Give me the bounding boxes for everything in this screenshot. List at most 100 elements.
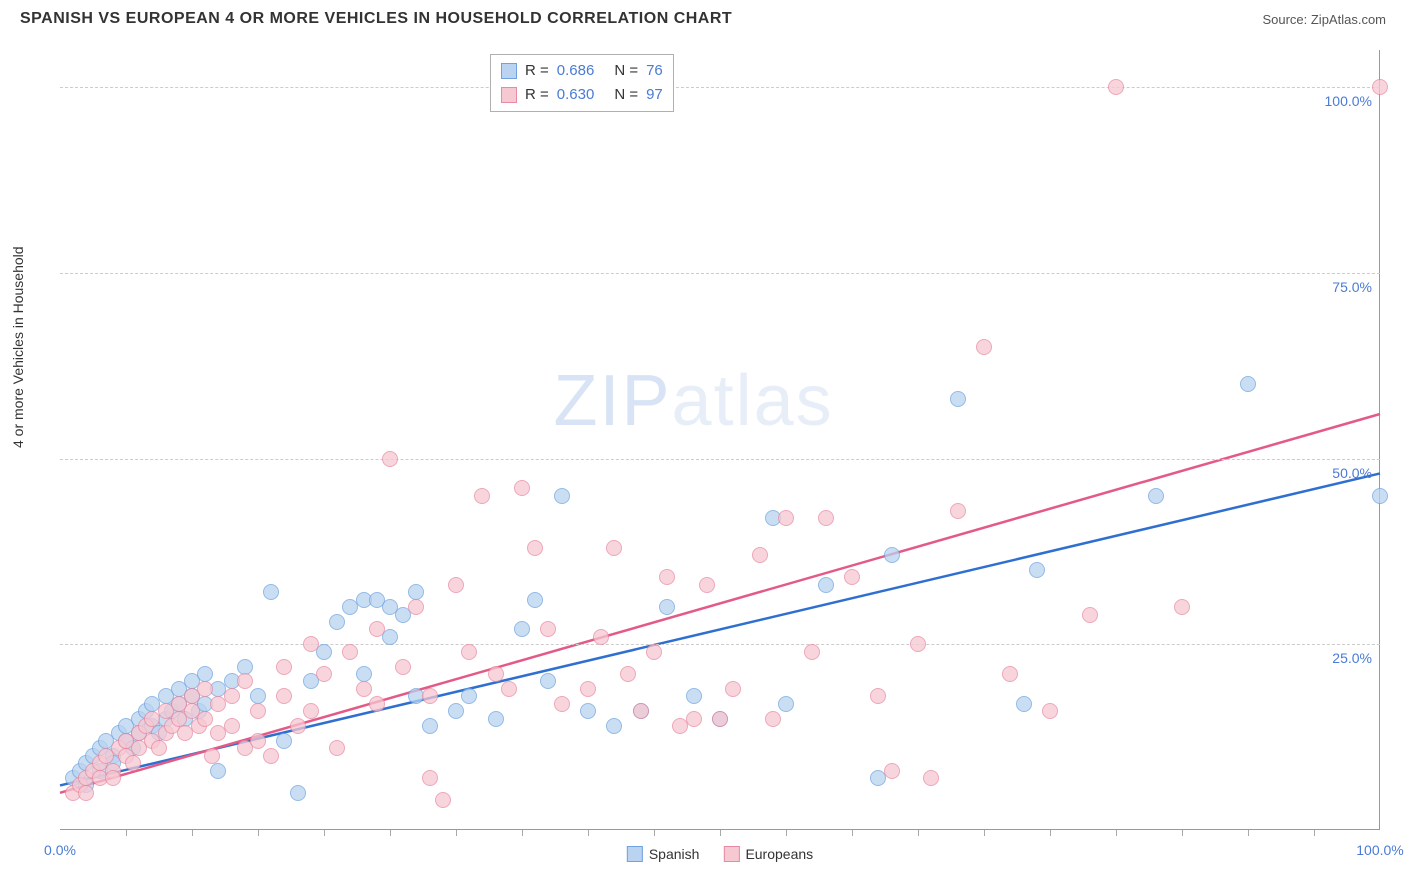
data-point: [844, 569, 860, 585]
stat-n-1: 76: [646, 59, 663, 83]
data-point: [356, 666, 372, 682]
data-point: [237, 659, 253, 675]
data-point: [342, 644, 358, 660]
legend-label-europeans: Europeans: [745, 846, 813, 862]
xtick-minor: [192, 830, 193, 836]
grid-line: [60, 644, 1380, 645]
xtick-label: 0.0%: [44, 842, 76, 858]
xtick-minor: [654, 830, 655, 836]
stat-label-r: R =: [525, 83, 549, 107]
stat-label-n: N =: [614, 59, 638, 83]
data-point: [950, 503, 966, 519]
swatch-europeans: [501, 87, 517, 103]
data-point: [752, 547, 768, 563]
data-point: [1082, 607, 1098, 623]
xtick-minor: [390, 830, 391, 836]
data-point: [78, 785, 94, 801]
data-point: [976, 339, 992, 355]
ytick-label: 75.0%: [1332, 279, 1372, 295]
data-point: [263, 748, 279, 764]
data-point: [659, 569, 675, 585]
data-point: [1016, 696, 1032, 712]
xtick-minor: [984, 830, 985, 836]
data-point: [514, 480, 530, 496]
grid-line: [60, 87, 1380, 88]
data-point: [1042, 703, 1058, 719]
data-point: [527, 592, 543, 608]
grid-line: [60, 273, 1380, 274]
data-point: [725, 681, 741, 697]
data-point: [276, 688, 292, 704]
data-point: [488, 711, 504, 727]
data-point: [778, 696, 794, 712]
xtick-minor: [1314, 830, 1315, 836]
chart-title: SPANISH VS EUROPEAN 4 OR MORE VEHICLES I…: [20, 10, 732, 28]
data-point: [395, 659, 411, 675]
legend-item-spanish: Spanish: [627, 846, 700, 862]
data-point: [422, 770, 438, 786]
data-point: [448, 703, 464, 719]
data-point: [884, 547, 900, 563]
xtick-minor: [1182, 830, 1183, 836]
data-point: [646, 644, 662, 660]
legend-swatch-spanish: [627, 846, 643, 862]
data-point: [593, 629, 609, 645]
plot-area: 25.0%50.0%75.0%100.0%0.0%100.0%: [60, 50, 1380, 830]
data-point: [633, 703, 649, 719]
data-point: [369, 696, 385, 712]
data-point: [712, 711, 728, 727]
data-point: [514, 621, 530, 637]
data-point: [408, 584, 424, 600]
data-point: [290, 785, 306, 801]
data-point: [580, 703, 596, 719]
data-point: [686, 711, 702, 727]
xtick-label: 100.0%: [1356, 842, 1403, 858]
data-point: [765, 711, 781, 727]
data-point: [250, 733, 266, 749]
data-point: [699, 577, 715, 593]
data-point: [276, 659, 292, 675]
data-point: [197, 711, 213, 727]
data-point: [501, 681, 517, 697]
data-point: [303, 636, 319, 652]
ytick-label: 50.0%: [1332, 465, 1372, 481]
data-point: [151, 740, 167, 756]
data-point: [659, 599, 675, 615]
data-point: [461, 688, 477, 704]
xtick-minor: [1116, 830, 1117, 836]
stat-r-2: 0.630: [557, 83, 595, 107]
data-point: [910, 636, 926, 652]
data-point: [778, 510, 794, 526]
data-point: [1174, 599, 1190, 615]
legend-label-spanish: Spanish: [649, 846, 700, 862]
data-point: [263, 584, 279, 600]
series-legend: Spanish Europeans: [627, 846, 813, 862]
data-point: [435, 792, 451, 808]
data-point: [1029, 562, 1045, 578]
data-point: [224, 688, 240, 704]
xtick-minor: [588, 830, 589, 836]
data-point: [950, 391, 966, 407]
data-point: [818, 510, 834, 526]
data-point: [382, 451, 398, 467]
data-point: [474, 488, 490, 504]
data-point: [197, 666, 213, 682]
xtick-minor: [324, 830, 325, 836]
data-point: [329, 740, 345, 756]
xtick-minor: [918, 830, 919, 836]
data-point: [686, 688, 702, 704]
data-point: [606, 718, 622, 734]
data-point: [210, 763, 226, 779]
stats-box: R = 0.686 N = 76 R = 0.630 N = 97: [490, 54, 674, 112]
data-point: [369, 621, 385, 637]
data-point: [329, 614, 345, 630]
data-point: [884, 763, 900, 779]
data-point: [818, 577, 834, 593]
data-point: [1372, 79, 1388, 95]
xtick-minor: [852, 830, 853, 836]
xtick-minor: [720, 830, 721, 836]
xtick-minor: [456, 830, 457, 836]
data-point: [527, 540, 543, 556]
data-point: [105, 770, 121, 786]
data-point: [422, 688, 438, 704]
